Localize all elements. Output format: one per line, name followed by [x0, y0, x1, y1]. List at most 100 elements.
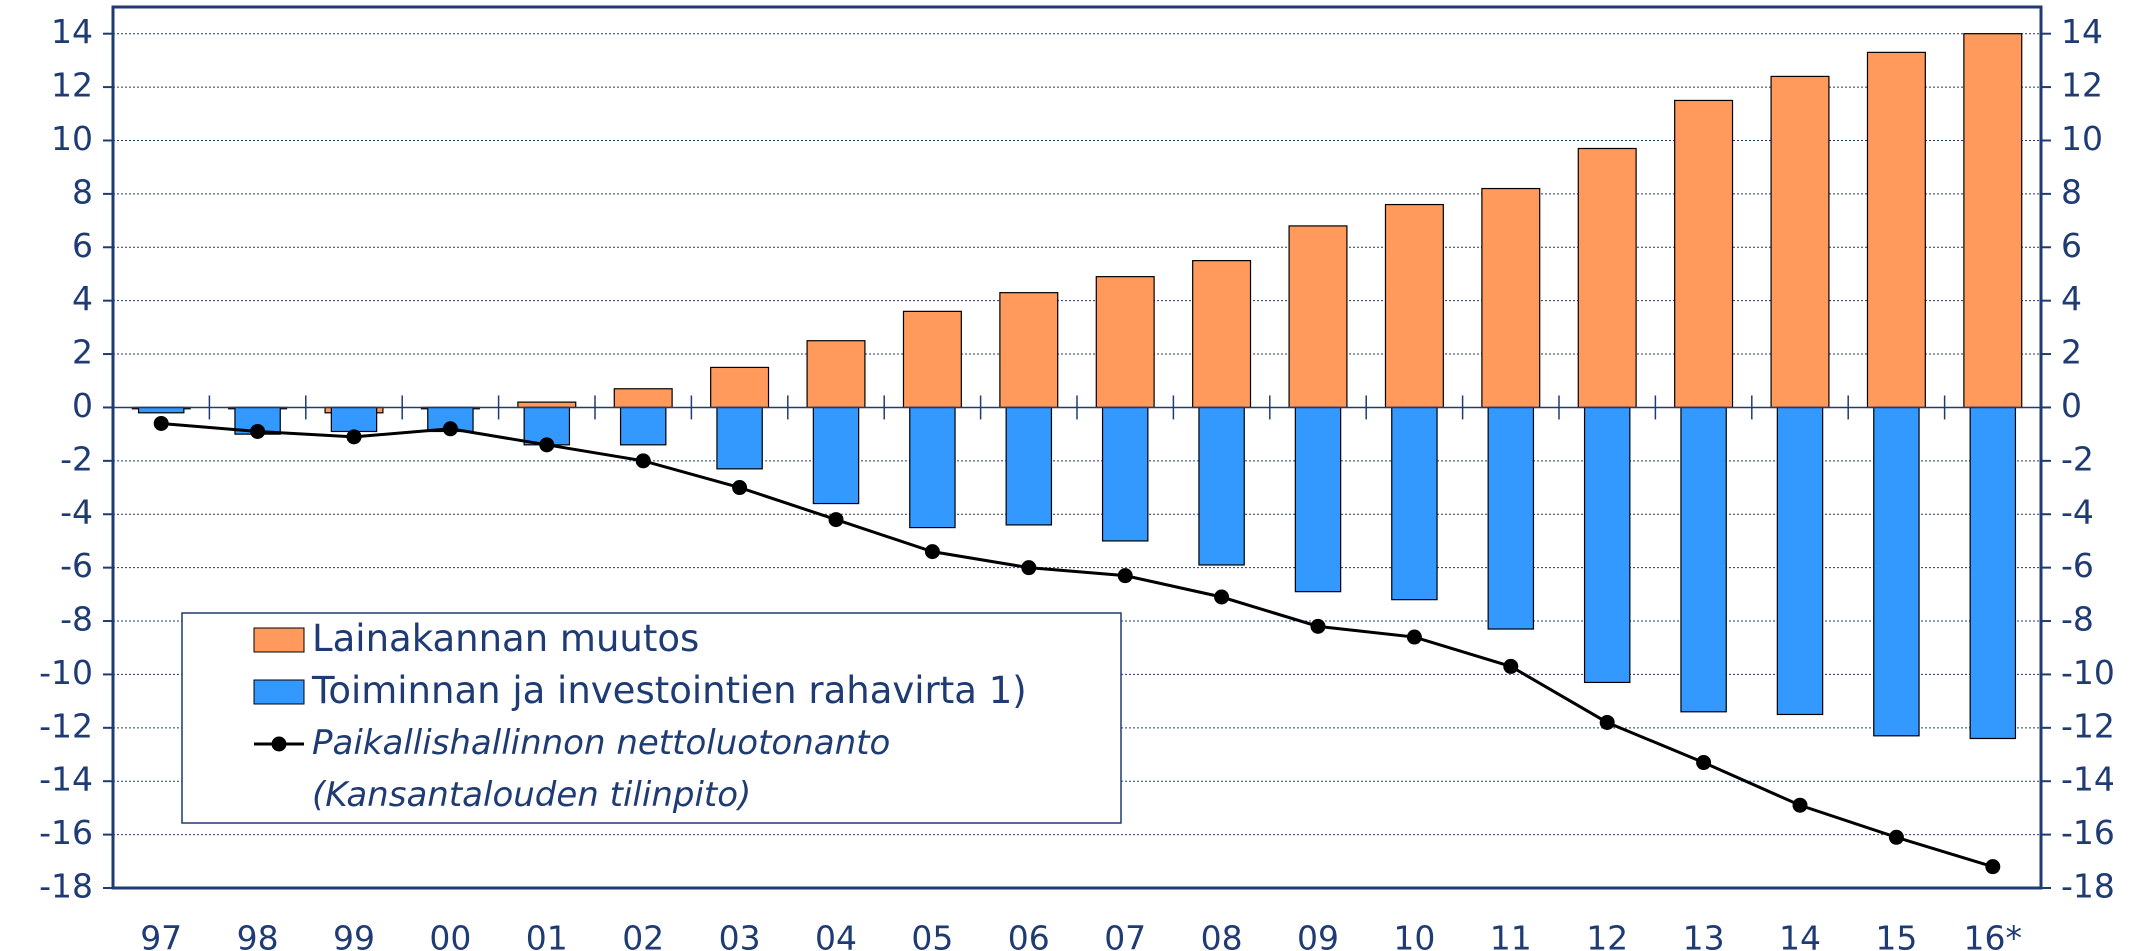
marker	[1310, 618, 1326, 634]
bar	[1481, 187, 1541, 409]
legend: Lainakannan muutos Toiminnan ja investoin…	[181, 612, 1122, 824]
marker	[828, 512, 844, 528]
bar	[137, 406, 185, 414]
bar	[1776, 406, 1824, 716]
legend-label: Lainakannan muutos	[312, 617, 699, 660]
bar	[909, 406, 956, 529]
x-tick-label: 00	[429, 919, 471, 951]
legend-label-line: (Kansantalouden tilinpito)	[312, 775, 751, 815]
bar	[1583, 406, 1631, 684]
bar	[1873, 406, 1920, 737]
x-tick-label: 11	[1490, 919, 1532, 951]
marker	[1021, 560, 1037, 576]
y2-tick-label: -14	[2061, 760, 2115, 799]
y-tick-label: 0	[72, 386, 93, 425]
marker	[539, 437, 555, 453]
bar	[716, 406, 763, 470]
y2-tick-label: 12	[2061, 66, 2103, 105]
marker	[1888, 829, 1904, 845]
y2-tick-label: 14	[2061, 12, 2103, 51]
plot-frame	[111, 5, 2043, 890]
bar	[812, 406, 860, 505]
bar	[1101, 406, 1149, 542]
y-tick-label: -10	[39, 653, 93, 692]
legend-swatch	[253, 627, 305, 653]
y-tick-label: -4	[60, 493, 93, 532]
bar	[1288, 225, 1348, 409]
marker	[1503, 658, 1519, 674]
marker	[1696, 755, 1712, 771]
x-tick-label: 01	[526, 919, 568, 951]
y-tick-label: 6	[72, 226, 93, 265]
y2-tick-label: 4	[2061, 279, 2082, 318]
legend-label: Toiminnan ja investointien rahavirta 1)	[311, 669, 1027, 712]
y2-tick-label: -12	[2061, 706, 2115, 745]
legend-label-line: Paikallishallinnon nettoluotonanto	[312, 723, 890, 763]
bar	[619, 406, 667, 446]
marker	[153, 415, 169, 431]
y2-tick-label: 0	[2061, 386, 2082, 425]
y-tick-label: -14	[39, 760, 93, 799]
y-tick-label: -8	[60, 600, 93, 639]
y2-tick-label: -8	[2061, 600, 2094, 639]
marker	[442, 421, 458, 437]
y-tick-label: -2	[60, 439, 93, 478]
y-tick-label: 14	[51, 12, 93, 51]
y2-tick-label: -4	[2061, 493, 2094, 532]
bar	[1963, 33, 2023, 409]
y2-tick-label: 2	[2061, 333, 2082, 372]
bar	[517, 401, 577, 409]
x-tick-label: 06	[1008, 919, 1050, 951]
y2-tick-label: 8	[2061, 172, 2082, 211]
y-tick-label: 2	[72, 333, 93, 372]
y2-tick-label: 6	[2061, 226, 2082, 265]
x-tick-label: 15	[1875, 919, 1917, 951]
y-tick-label: -12	[39, 706, 93, 745]
bar	[1294, 406, 1342, 593]
x-tick-label: 98	[237, 919, 279, 951]
x-tick-label: 97	[140, 919, 182, 951]
legend-label-line: Toiminnan ja investointien rahavirta 1)	[311, 669, 1027, 712]
y2-tick-label: 10	[2061, 119, 2103, 158]
bar	[1192, 260, 1252, 409]
x-tick-label: 10	[1393, 919, 1435, 951]
y-tick-label: -18	[39, 867, 93, 906]
legend-label: Paikallishallinnon nettoluotonanto (Kansa…	[312, 723, 890, 815]
bar	[613, 388, 673, 409]
x-tick-label: 13	[1683, 919, 1725, 951]
x-tick-label: 04	[815, 919, 857, 951]
bar	[1866, 51, 1926, 409]
x-tick-label: 99	[333, 919, 375, 951]
marker	[1214, 589, 1230, 605]
y-tick-label: 8	[72, 172, 93, 211]
marker	[732, 480, 748, 496]
legend-marker	[271, 736, 287, 752]
line	[161, 421, 1994, 869]
x-tick-label: 02	[622, 919, 664, 951]
marker	[1406, 629, 1422, 645]
bar	[1577, 147, 1637, 409]
bar	[1198, 406, 1245, 566]
x-tick-label: 05	[911, 919, 953, 951]
y-tick-label: -6	[60, 546, 93, 585]
marker	[250, 423, 266, 439]
bar	[1384, 203, 1444, 409]
marker	[1985, 859, 2001, 875]
bar	[1969, 406, 2017, 740]
marker	[635, 453, 651, 469]
y-tick-label: 12	[51, 66, 93, 105]
bar	[806, 340, 866, 409]
x-tick-label: 09	[1297, 919, 1339, 951]
bar	[1674, 99, 1734, 409]
y-tick-label: 10	[51, 119, 93, 158]
bar	[710, 366, 770, 409]
bar	[999, 292, 1059, 409]
x-tick-label: 16*	[1964, 919, 2023, 951]
y2-tick-label: -18	[2061, 867, 2115, 906]
y2-tick-label: -10	[2061, 653, 2115, 692]
marker	[346, 429, 362, 445]
y2-tick-label: -2	[2061, 439, 2094, 478]
x-tick-label: 08	[1201, 919, 1243, 951]
marker	[1792, 797, 1808, 813]
